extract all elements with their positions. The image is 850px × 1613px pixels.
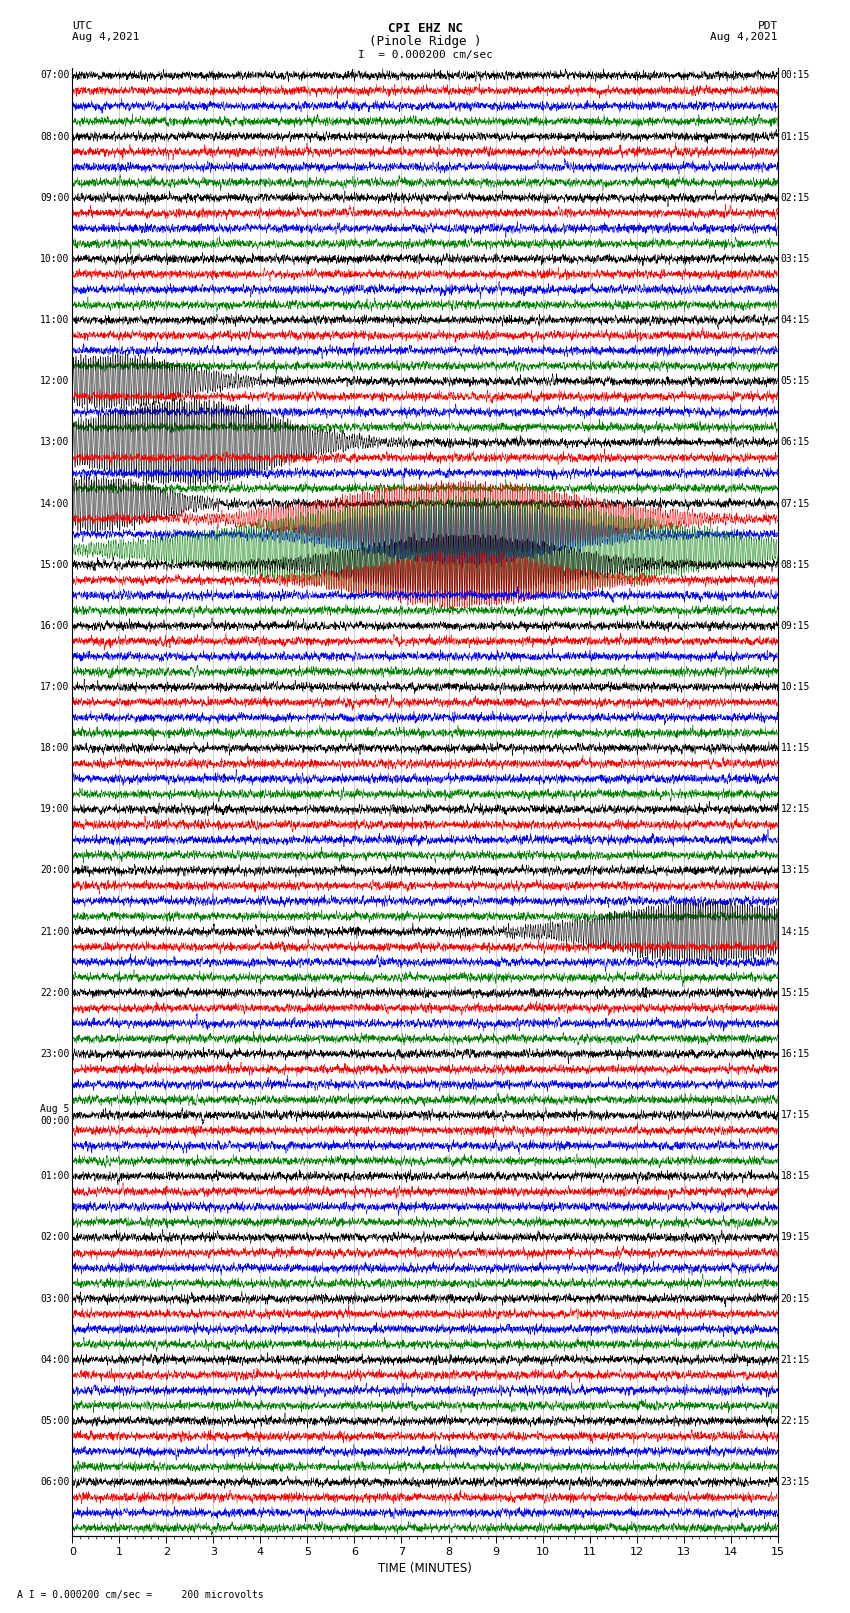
X-axis label: TIME (MINUTES): TIME (MINUTES) (378, 1561, 472, 1574)
Text: PDT: PDT (757, 21, 778, 31)
Text: Aug 4,2021: Aug 4,2021 (72, 32, 139, 42)
Text: (Pinole Ridge ): (Pinole Ridge ) (369, 34, 481, 47)
Text: CPI EHZ NC: CPI EHZ NC (388, 21, 462, 35)
Text: I  = 0.000200 cm/sec: I = 0.000200 cm/sec (358, 50, 492, 60)
Text: A I = 0.000200 cm/sec =     200 microvolts: A I = 0.000200 cm/sec = 200 microvolts (17, 1590, 264, 1600)
Text: UTC: UTC (72, 21, 93, 31)
Text: Aug 4,2021: Aug 4,2021 (711, 32, 778, 42)
